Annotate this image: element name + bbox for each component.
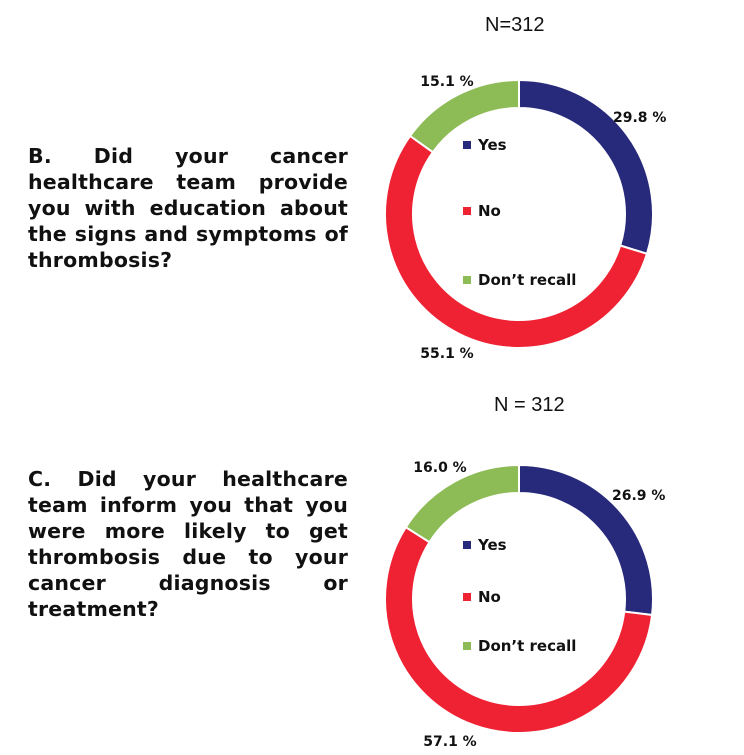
slice-dont-recall (408, 78, 520, 154)
legend-swatch-dont-recall (463, 276, 471, 284)
legend-swatch-yes (463, 141, 471, 149)
question-c-text: C. Did your healthcare team inform you t… (28, 467, 348, 621)
n-label-c: N = 312 (494, 394, 565, 416)
data-label-dont-recall: 15.1 % (420, 74, 473, 90)
data-label-no: 55.1 % (420, 346, 473, 362)
data-label-yes: 29.8 % (613, 110, 666, 126)
n-label-b: N=312 (485, 14, 545, 36)
legend-label-dont-recall: Don’t recall (478, 271, 576, 289)
question-b-text: B. Did your cancer healthcare team provi… (28, 144, 348, 272)
legend-swatch-no (463, 207, 471, 215)
slice-yes (518, 78, 654, 256)
legend-label-yes: Yes (477, 136, 507, 154)
slice-no (384, 134, 649, 349)
legend-label-no: No (478, 202, 501, 220)
